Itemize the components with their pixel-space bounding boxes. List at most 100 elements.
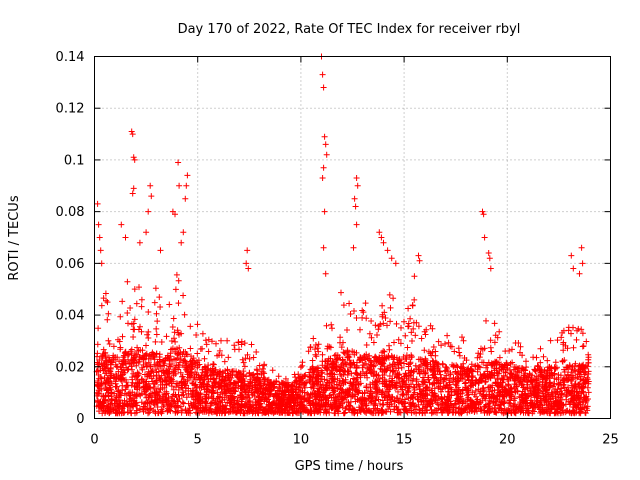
data-point — [230, 387, 237, 394]
data-point — [431, 385, 438, 392]
data-point — [455, 405, 462, 412]
data-point — [151, 299, 158, 306]
data-point — [474, 396, 481, 403]
data-point — [356, 406, 363, 413]
data-point — [406, 354, 413, 360]
data-point — [480, 371, 487, 378]
data-point — [153, 310, 160, 317]
y-tick-label: 0.06 — [56, 257, 85, 272]
data-point — [312, 342, 319, 348]
data-points — [93, 53, 592, 417]
data-point — [177, 356, 184, 363]
data-point — [389, 367, 396, 374]
data-point — [183, 351, 190, 357]
data-point — [323, 151, 330, 158]
data-point — [353, 221, 360, 228]
data-point — [382, 367, 389, 374]
data-point — [530, 354, 537, 361]
data-point — [158, 372, 165, 379]
data-point — [328, 321, 335, 328]
data-point — [465, 389, 471, 396]
data-point — [332, 362, 339, 369]
data-point — [134, 344, 141, 351]
data-point — [523, 364, 530, 371]
data-point — [293, 405, 300, 412]
data-point — [443, 364, 450, 371]
data-point — [390, 295, 397, 302]
data-point — [491, 320, 498, 327]
data-point — [118, 360, 125, 367]
data-point — [133, 300, 140, 307]
data-point — [384, 401, 390, 408]
data-point — [314, 345, 321, 352]
data-point — [216, 371, 223, 378]
data-point — [409, 302, 416, 309]
data-point — [527, 387, 534, 394]
data-point — [337, 334, 344, 341]
data-point — [352, 203, 359, 210]
data-point — [374, 407, 380, 413]
data-point — [561, 357, 568, 364]
data-point — [95, 403, 102, 410]
data-point — [331, 385, 338, 392]
data-point — [374, 386, 381, 393]
data-point — [142, 371, 148, 378]
data-point — [315, 348, 322, 355]
data-point — [222, 380, 229, 387]
data-point — [422, 387, 429, 394]
data-point — [201, 376, 208, 383]
data-point — [173, 384, 179, 391]
data-point — [423, 384, 430, 391]
data-point — [276, 381, 283, 388]
data-point — [367, 388, 374, 395]
data-point — [147, 363, 154, 370]
data-point — [398, 364, 405, 371]
data-point — [117, 392, 124, 399]
data-point — [250, 375, 257, 382]
data-point — [547, 337, 554, 344]
data-point — [312, 346, 318, 353]
data-point — [422, 331, 429, 338]
data-point — [481, 404, 488, 410]
data-point — [115, 375, 122, 382]
data-point — [448, 402, 455, 409]
data-point — [129, 131, 136, 138]
data-point — [117, 344, 124, 351]
data-point — [418, 388, 425, 395]
data-point — [199, 330, 206, 337]
data-point — [372, 362, 378, 369]
data-point — [337, 371, 344, 378]
data-point — [528, 376, 535, 383]
data-point — [226, 408, 233, 415]
data-point — [422, 357, 429, 364]
data-point — [248, 341, 255, 348]
data-point — [558, 334, 565, 341]
data-point — [505, 407, 512, 414]
data-point — [342, 405, 349, 412]
data-point — [479, 359, 485, 366]
data-point — [205, 336, 212, 343]
data-point — [239, 356, 246, 363]
data-point — [538, 398, 545, 405]
data-point — [570, 344, 577, 351]
data-point — [576, 270, 583, 277]
data-point — [568, 252, 575, 259]
data-point — [217, 368, 224, 375]
data-point — [475, 350, 482, 357]
data-point — [149, 394, 155, 401]
data-point — [575, 390, 582, 397]
data-point — [564, 407, 571, 414]
data-point — [205, 376, 212, 383]
data-point — [583, 338, 590, 345]
data-point — [581, 404, 588, 411]
data-point — [458, 405, 465, 411]
data-point — [131, 326, 138, 333]
data-point — [472, 379, 479, 386]
data-point — [208, 370, 215, 376]
data-point — [418, 335, 425, 342]
data-point — [314, 401, 321, 408]
data-point — [176, 364, 183, 371]
data-point — [279, 401, 286, 408]
data-point — [435, 380, 442, 387]
data-point — [152, 338, 159, 345]
